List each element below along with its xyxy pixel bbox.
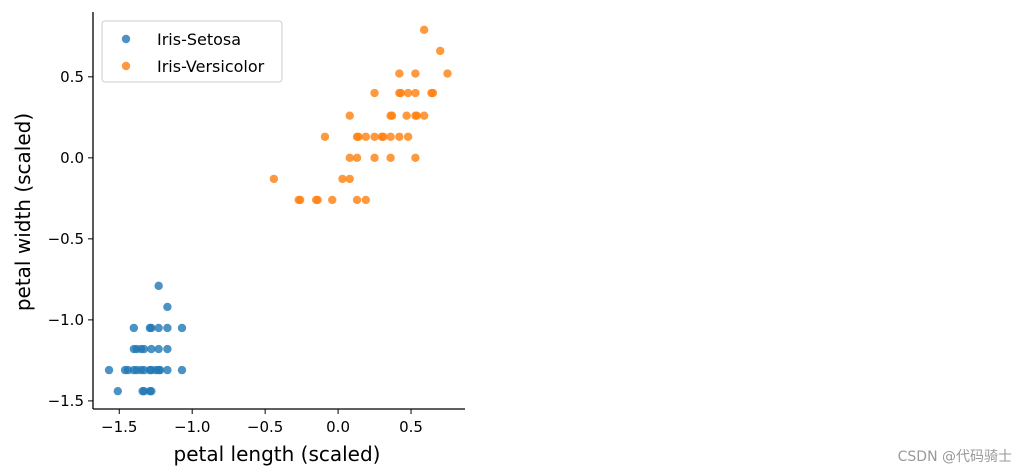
legend-marker-iris-setosa — [121, 34, 131, 44]
point-iris-setosa-27 — [163, 365, 172, 375]
x-tick-label: −1.0 — [174, 418, 210, 436]
point-iris-versicolor-28 — [403, 132, 413, 141]
point-iris-versicolor-23 — [370, 132, 379, 141]
y-axis-label: petal width (scaled) — [11, 113, 35, 311]
point-iris-versicolor-22 — [361, 132, 370, 141]
point-iris-versicolor-32 — [386, 153, 395, 163]
point-iris-versicolor-1 — [436, 46, 445, 56]
point-iris-setosa-17 — [123, 365, 133, 375]
point-iris-versicolor-41 — [328, 195, 337, 205]
point-iris-setosa-1 — [163, 302, 172, 312]
point-iris-setosa-28 — [177, 365, 187, 375]
point-iris-setosa-11 — [139, 344, 149, 354]
y-ticks: −1.5 −1.0 −0.5 0.0 0.5 — [48, 68, 93, 410]
point-iris-versicolor-3 — [411, 69, 420, 78]
x-ticks: −1.5 −1.0 −0.5 0.0 0.5 — [101, 409, 423, 436]
point-iris-setosa-0 — [154, 281, 163, 291]
point-iris-versicolor-31 — [370, 153, 379, 163]
point-iris-versicolor-9 — [411, 88, 420, 98]
legend-frame — [101, 20, 283, 83]
point-iris-setosa-33 — [147, 386, 156, 396]
x-tick-label: −0.5 — [247, 418, 283, 436]
point-iris-versicolor-36 — [345, 174, 354, 184]
legend-label-iris-setosa: Iris-Setosa — [157, 30, 241, 49]
watermark: CSDN @代码骑士 — [897, 449, 1012, 465]
point-iris-versicolor-4 — [443, 69, 452, 78]
point-iris-setosa-26 — [155, 365, 165, 375]
x-tick-label: −1.5 — [101, 418, 137, 436]
point-iris-versicolor-12 — [345, 111, 354, 120]
point-iris-versicolor-8 — [403, 88, 413, 98]
legend: Iris-Setosa Iris-Versicolor — [101, 20, 283, 83]
legend-label-iris-versicolor: Iris-Versicolor — [157, 57, 265, 76]
point-iris-versicolor-30 — [352, 153, 362, 163]
point-iris-versicolor-15 — [402, 111, 411, 120]
point-iris-versicolor-42 — [352, 195, 362, 205]
point-iris-setosa-15 — [104, 365, 114, 375]
y-tick-label: 0.5 — [60, 68, 84, 86]
point-iris-setosa-31 — [139, 386, 149, 396]
y-tick-label: 0.0 — [60, 149, 84, 167]
point-iris-versicolor-18 — [419, 111, 429, 120]
point-iris-versicolor-35 — [338, 174, 347, 184]
point-iris-versicolor-17 — [412, 111, 422, 120]
point-iris-versicolor-0 — [419, 25, 429, 35]
point-iris-versicolor-34 — [269, 174, 279, 184]
point-iris-setosa-12 — [147, 344, 156, 354]
point-iris-versicolor-38 — [294, 195, 303, 205]
point-iris-versicolor-27 — [395, 132, 404, 141]
points-layer — [104, 25, 452, 396]
point-iris-versicolor-2 — [395, 69, 404, 78]
x-tick-label: 0.0 — [326, 418, 350, 436]
point-iris-setosa-5 — [154, 323, 163, 333]
point-iris-versicolor-21 — [354, 132, 363, 141]
point-iris-versicolor-40 — [313, 195, 322, 205]
y-tick-label: −1.5 — [48, 392, 84, 410]
point-iris-versicolor-43 — [361, 195, 370, 205]
legend-marker-iris-versicolor — [121, 61, 131, 71]
point-iris-setosa-21 — [139, 365, 149, 375]
point-iris-versicolor-19 — [320, 132, 330, 141]
point-iris-setosa-4 — [147, 323, 156, 333]
point-iris-setosa-2 — [129, 323, 139, 333]
point-iris-versicolor-33 — [411, 153, 420, 163]
point-iris-setosa-29 — [113, 386, 123, 396]
x-tick-label: 0.5 — [399, 418, 423, 436]
point-iris-versicolor-25 — [379, 132, 388, 141]
point-iris-versicolor-29 — [345, 153, 354, 163]
point-iris-versicolor-26 — [386, 132, 395, 141]
point-iris-setosa-13 — [154, 344, 163, 354]
x-axis-label: petal length (scaled) — [174, 442, 381, 466]
point-iris-setosa-7 — [177, 323, 187, 333]
y-tick-label: −0.5 — [48, 230, 84, 248]
point-iris-versicolor-14 — [387, 111, 397, 120]
point-iris-setosa-6 — [163, 323, 172, 333]
y-tick-label: −1.0 — [48, 311, 84, 329]
point-iris-versicolor-11 — [428, 88, 438, 98]
point-iris-versicolor-5 — [370, 88, 379, 98]
point-iris-setosa-14 — [163, 344, 172, 354]
point-iris-versicolor-7 — [396, 88, 406, 98]
legend-items: Iris-Setosa Iris-Versicolor — [121, 30, 265, 76]
